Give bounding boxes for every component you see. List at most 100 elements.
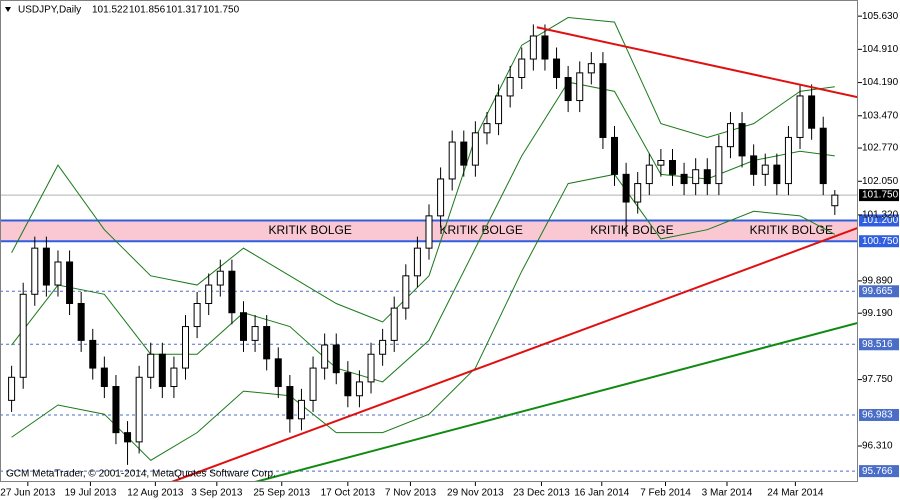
x-tick-label: 17 Oct 2013 — [321, 488, 376, 499]
candle-body — [541, 35, 549, 60]
candle-body — [77, 302, 85, 341]
candle-body — [286, 386, 294, 420]
candle-body — [355, 381, 363, 397]
candle-body — [135, 376, 143, 443]
ohlc-label: 101.750 — [203, 5, 240, 16]
candle-body — [321, 344, 329, 369]
copyright: GCM MetaTrader, © 2001-2014, MetaQuotes … — [6, 469, 276, 480]
candle-body — [657, 160, 665, 166]
level-label-box — [859, 235, 899, 248]
candle-body — [158, 353, 166, 388]
zone-label: KRITIK BOLGE — [439, 223, 522, 237]
candle-body — [808, 95, 816, 129]
candle-body — [170, 367, 178, 388]
candle-body — [124, 432, 132, 443]
candle-body — [263, 326, 271, 360]
candle-body — [100, 367, 108, 388]
y-tick-label: 104.910 — [862, 44, 899, 55]
candle-body — [31, 247, 39, 295]
candle-body — [437, 178, 445, 217]
zone-label: KRITIK BOLGE — [750, 223, 833, 237]
level-label-box — [859, 285, 899, 298]
candle-body — [692, 169, 700, 185]
trendline — [171, 226, 858, 482]
candle-body — [205, 284, 213, 304]
candle-body — [274, 358, 282, 388]
y-tick-label: 97.750 — [862, 374, 893, 385]
x-tick-label: 7 Feb 2014 — [640, 488, 691, 499]
candle-body — [228, 270, 236, 314]
x-tick-label: 3 Sep 2013 — [191, 488, 243, 499]
level-label: 98.516 — [862, 339, 893, 350]
candle-body — [680, 173, 688, 185]
candle-body — [529, 35, 537, 60]
candle-body — [611, 136, 619, 175]
current-price-label: 101.750 — [862, 190, 899, 201]
band-line — [11, 173, 836, 461]
candle-body — [784, 136, 792, 185]
y-tick-label: 99.890 — [862, 276, 893, 287]
candle-body — [668, 160, 676, 175]
y-tick-label: 101.320 — [862, 210, 899, 221]
plot-border — [0, 0, 858, 482]
band-line — [11, 17, 835, 323]
x-tick-label: 24 Mar 2014 — [767, 488, 824, 499]
candle-body — [819, 127, 827, 185]
x-tick-label: 25 Sep 2013 — [253, 488, 310, 499]
level-label-box — [859, 338, 899, 351]
candle-body — [251, 326, 259, 341]
candle-body — [553, 58, 561, 78]
level-label-box — [859, 408, 899, 421]
y-tick-label: 103.470 — [862, 110, 899, 121]
candle-body — [344, 372, 352, 397]
x-tick-label: 16 Jan 2014 — [574, 488, 629, 499]
x-tick-label: 12 Aug 2013 — [127, 488, 184, 499]
candle-body — [413, 247, 421, 277]
current-price-box — [859, 189, 899, 202]
candle-body — [460, 141, 468, 166]
candle-body — [42, 247, 50, 286]
x-tick-label: 23 Dec 2013 — [513, 488, 570, 499]
candle-body — [750, 155, 758, 175]
candle-body — [726, 123, 734, 148]
candle-body — [19, 293, 27, 378]
trendline — [536, 26, 858, 99]
candle-body — [576, 72, 584, 102]
candle-body — [309, 367, 317, 401]
candle-body — [761, 164, 769, 175]
x-tick-label: 29 Nov 2013 — [447, 488, 504, 499]
y-tick-label: 102.050 — [862, 176, 899, 187]
title-arrow — [5, 7, 11, 12]
candle-body — [703, 169, 711, 185]
candle-body — [66, 261, 74, 304]
candle-body — [147, 353, 155, 378]
candle-body — [297, 399, 305, 420]
candle-body — [390, 307, 398, 341]
candle-body — [587, 63, 595, 74]
level-label: 96.983 — [862, 410, 893, 421]
ohlc-label: 101.317 — [166, 5, 203, 16]
zone-label: KRITIK BOLGE — [590, 223, 673, 237]
candle-body — [332, 344, 340, 374]
candle-body — [379, 339, 387, 355]
level-label: 101.200 — [862, 215, 899, 226]
chart-title: USDJPY,Daily — [18, 5, 81, 16]
candle-body — [54, 261, 62, 286]
candle-body — [796, 95, 804, 138]
candle-body — [182, 326, 190, 369]
candle-body — [112, 386, 120, 434]
candle-body — [738, 123, 746, 157]
candle-body — [448, 141, 456, 180]
candle-body — [239, 312, 247, 341]
candle-body — [645, 164, 653, 185]
level-label-box — [859, 214, 899, 227]
y-tick-label: 104.190 — [862, 77, 899, 88]
candle-body — [402, 275, 410, 309]
candle-body — [773, 164, 781, 185]
level-label-box — [859, 465, 899, 478]
y-tick-label: 102.770 — [862, 143, 899, 154]
y-tick-label: 105.630 — [862, 11, 899, 22]
candle-body — [367, 353, 375, 383]
candle-body — [831, 194, 839, 207]
